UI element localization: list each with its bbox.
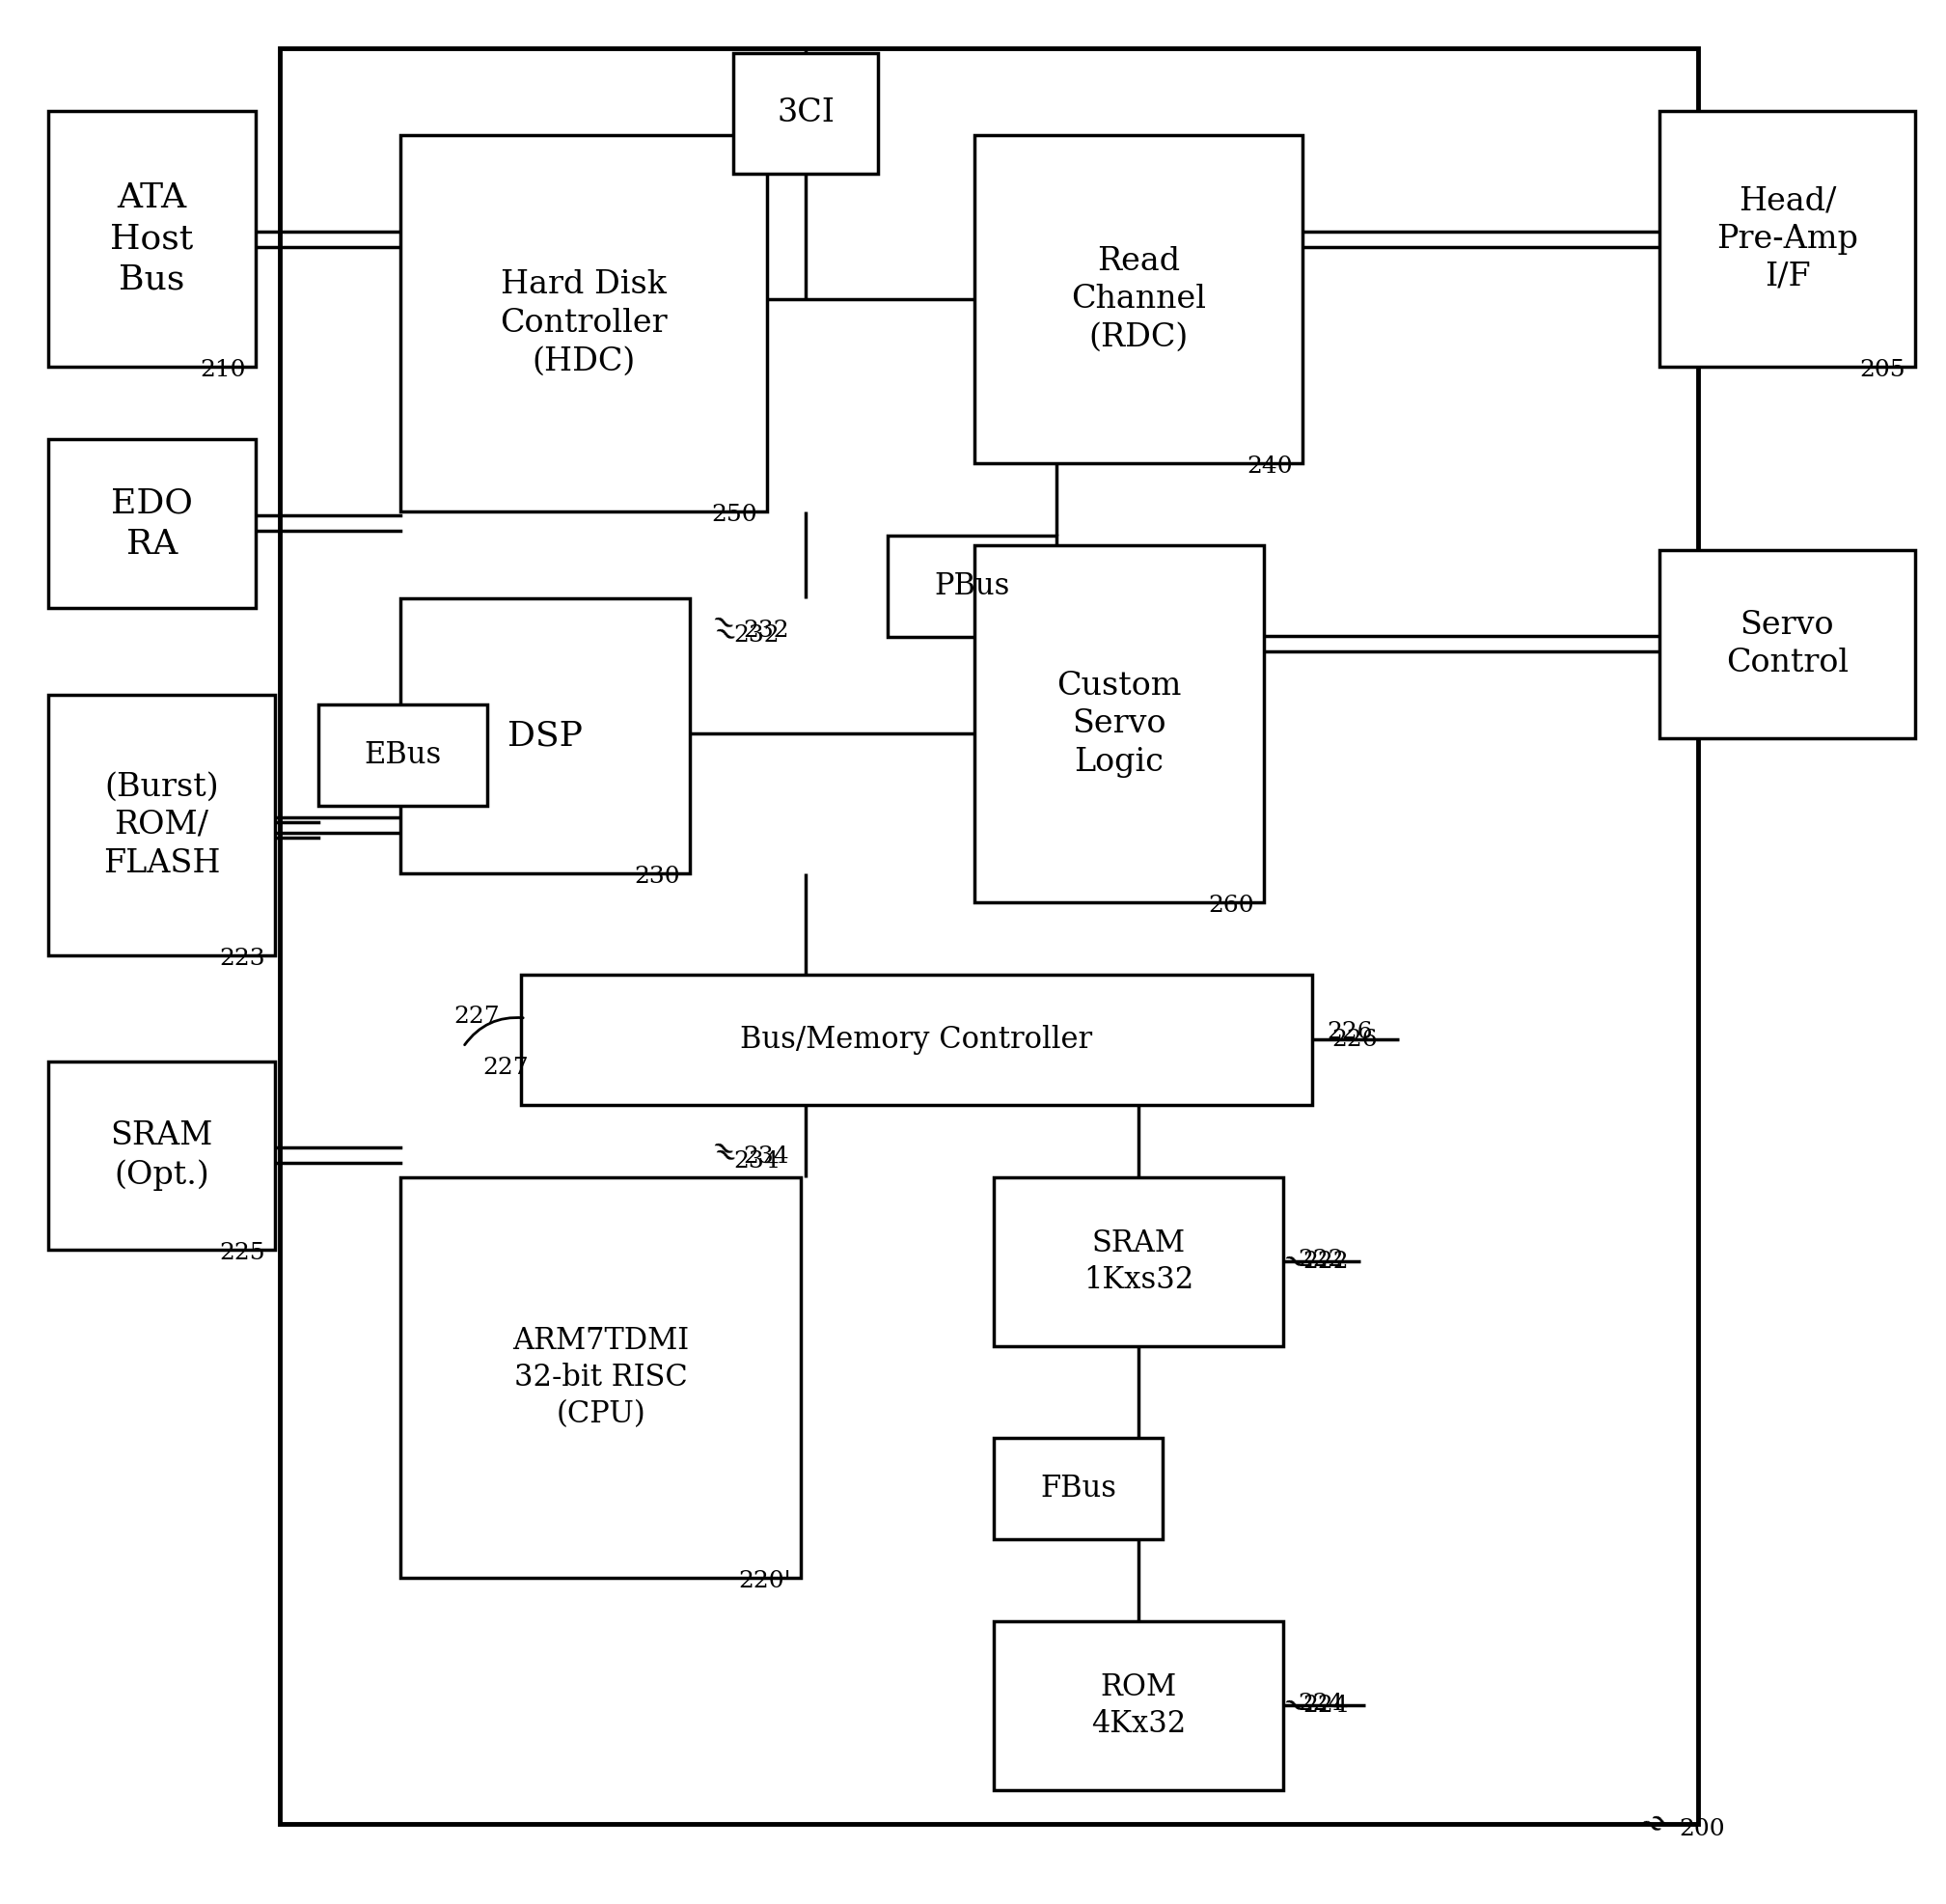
Bar bbox=[975, 135, 1302, 463]
Text: 234: 234 bbox=[734, 1150, 778, 1173]
Bar bbox=[401, 1177, 802, 1578]
Text: 232: 232 bbox=[734, 625, 778, 647]
Text: ~: ~ bbox=[706, 617, 741, 657]
Text: ~: ~ bbox=[1275, 1245, 1312, 1283]
Text: ~: ~ bbox=[704, 1133, 739, 1171]
Text: 226: 226 bbox=[1327, 1021, 1372, 1043]
Text: 210: 210 bbox=[200, 360, 245, 381]
Text: ~: ~ bbox=[1640, 1805, 1677, 1843]
Bar bbox=[1660, 550, 1915, 739]
Text: 260: 260 bbox=[1208, 895, 1255, 918]
Text: 222: 222 bbox=[1302, 1251, 1349, 1274]
Text: 223: 223 bbox=[220, 948, 265, 969]
Text: Read
Channel
(RDC): Read Channel (RDC) bbox=[1070, 246, 1207, 352]
Text: FBus: FBus bbox=[1039, 1474, 1117, 1504]
Text: 3CI: 3CI bbox=[776, 97, 835, 129]
Bar bbox=[522, 975, 1312, 1104]
Bar bbox=[994, 1177, 1282, 1346]
Text: 224: 224 bbox=[1302, 1695, 1349, 1717]
Text: ARM7TDMI
32-bit RISC
(CPU): ARM7TDMI 32-bit RISC (CPU) bbox=[512, 1325, 689, 1430]
Text: 205: 205 bbox=[1860, 360, 1905, 381]
Text: 224: 224 bbox=[1298, 1693, 1343, 1714]
Bar bbox=[734, 53, 878, 173]
Text: 222: 222 bbox=[1298, 1249, 1343, 1270]
Text: 200: 200 bbox=[1679, 1818, 1724, 1839]
Bar bbox=[280, 48, 1699, 1824]
Text: 220': 220' bbox=[738, 1571, 792, 1592]
Text: 225: 225 bbox=[220, 1241, 265, 1264]
Bar bbox=[975, 545, 1263, 902]
Text: DSP: DSP bbox=[508, 720, 582, 752]
Bar bbox=[401, 598, 689, 874]
Text: Custom
Servo
Logic: Custom Servo Logic bbox=[1057, 670, 1181, 777]
Text: PBus: PBus bbox=[934, 571, 1010, 602]
Text: 226: 226 bbox=[1331, 1028, 1378, 1051]
Text: ~: ~ bbox=[704, 607, 739, 645]
Text: 227: 227 bbox=[453, 1005, 500, 1028]
Text: 250: 250 bbox=[712, 505, 757, 526]
Bar bbox=[49, 695, 274, 956]
Text: EDO
RA: EDO RA bbox=[111, 487, 193, 560]
Text: Servo
Control: Servo Control bbox=[1726, 609, 1849, 678]
Text: 227: 227 bbox=[483, 1057, 529, 1080]
Text: SRAM
1Kxs32: SRAM 1Kxs32 bbox=[1084, 1228, 1193, 1295]
Bar bbox=[319, 704, 486, 805]
Text: SRAM
(Opt.): SRAM (Opt.) bbox=[111, 1121, 212, 1190]
Text: EBus: EBus bbox=[364, 741, 442, 769]
Text: 240: 240 bbox=[1247, 455, 1292, 478]
Text: Head/
Pre-Amp
I/F: Head/ Pre-Amp I/F bbox=[1716, 185, 1858, 293]
Text: Hard Disk
Controller
(HDC): Hard Disk Controller (HDC) bbox=[500, 270, 667, 377]
Bar bbox=[1660, 110, 1915, 367]
Bar bbox=[49, 110, 255, 367]
Bar bbox=[994, 1438, 1162, 1538]
Text: 234: 234 bbox=[743, 1146, 788, 1167]
Bar bbox=[49, 1062, 274, 1249]
Text: ATA
Host
Bus: ATA Host Bus bbox=[111, 181, 193, 295]
Bar bbox=[401, 135, 767, 512]
Bar bbox=[49, 440, 255, 607]
Text: ROM
4Kx32: ROM 4Kx32 bbox=[1092, 1672, 1185, 1738]
Text: ~: ~ bbox=[1631, 1809, 1668, 1849]
Bar bbox=[887, 535, 1057, 638]
Bar bbox=[994, 1620, 1282, 1790]
Text: ~: ~ bbox=[706, 1139, 741, 1177]
Text: 232: 232 bbox=[743, 619, 788, 642]
Text: ~: ~ bbox=[1275, 1689, 1312, 1727]
Text: (Burst)
ROM/
FLASH: (Burst) ROM/ FLASH bbox=[103, 771, 220, 878]
Text: 230: 230 bbox=[634, 866, 681, 887]
Text: Bus/Memory Controller: Bus/Memory Controller bbox=[739, 1024, 1094, 1055]
